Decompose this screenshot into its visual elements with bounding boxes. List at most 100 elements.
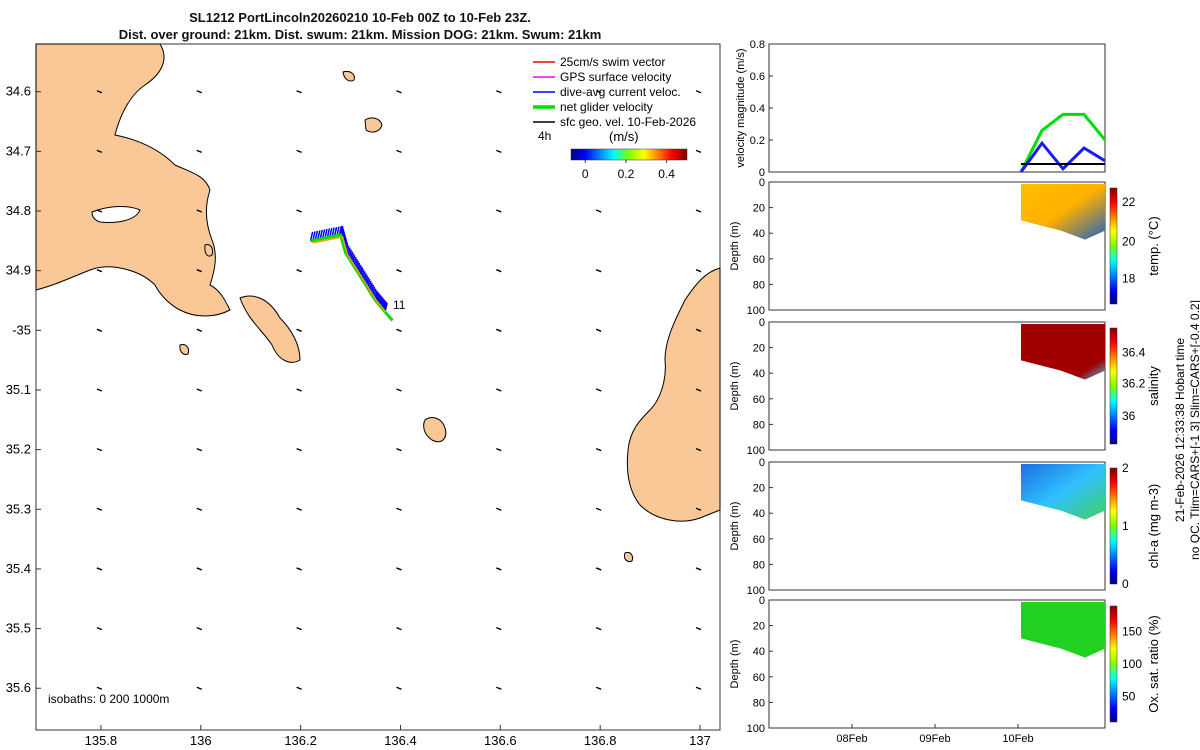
map-ytick-label: 35.2 [6, 442, 31, 457]
legend-label: sfc geo. vel. 10-Feb-2026 [560, 115, 696, 129]
geo-velocity-arrow [496, 149, 502, 154]
geo-velocity-arrow [96, 90, 103, 94]
map-ytick-label: -35 [12, 322, 31, 337]
geo-velocity-arrow [496, 567, 502, 571]
geo-velocity-arrow [595, 328, 602, 332]
geo-velocity-arrow [296, 686, 302, 690]
map-ytick-label: 35.3 [6, 501, 31, 516]
geo-velocity-arrow [595, 269, 602, 273]
map-ytick-label: 34.9 [6, 263, 31, 278]
island-5 [179, 344, 189, 355]
geo-velocity-arrow [595, 507, 602, 511]
geo-velocity-arrow [96, 447, 103, 452]
geo-velocity-arrow [695, 567, 702, 571]
geo-velocity-arrow [695, 209, 702, 213]
geo-velocity-arrow [695, 507, 702, 511]
geo-velocity-arrow [96, 626, 103, 631]
landmass-west [35, 43, 231, 317]
geo-velocity-arrow [396, 507, 402, 511]
geo-velocity-arrow [196, 507, 203, 511]
geo-velocity-arrow [396, 269, 402, 273]
legend-label: GPS surface velocity [560, 70, 671, 84]
geo-velocity-arrow [496, 269, 502, 273]
geo-velocity-arrow [595, 388, 602, 392]
map-xtick-label: 135.8 [85, 733, 118, 748]
geo-velocity-arrow [396, 328, 402, 332]
colorbar [570, 148, 688, 161]
legend-label: 25cm/s swim vector [560, 55, 665, 69]
geo-velocity-arrow [396, 149, 402, 154]
geo-velocity-arrow [396, 686, 402, 690]
geo-velocity-arrow [396, 567, 402, 571]
legend-label: dive-avg current veloc. [560, 85, 681, 99]
map-xtick-label: 136.4 [384, 733, 417, 748]
geo-velocity-arrow [96, 567, 103, 571]
geo-velocity-arrow [96, 507, 103, 511]
geo-velocity-arrow [96, 209, 103, 213]
map-ytick-label: 35.1 [6, 382, 31, 397]
geo-velocity-arrow [595, 626, 602, 631]
landmass-inlet [91, 206, 141, 223]
geo-velocity-arrow [595, 567, 602, 571]
island-7 [624, 552, 633, 562]
colorbar-tick-label: 0.4 [658, 167, 675, 181]
map-xtick-label: 137 [689, 733, 711, 748]
geo-velocity-arrow [196, 90, 203, 94]
geo-velocity-arrow [695, 328, 702, 332]
isobaths-label: isobaths: 0 200 1000m [48, 692, 169, 706]
geo-velocity-arrow [396, 626, 402, 631]
map-ytick-label: 34.6 [6, 84, 31, 99]
map-ytick-label: 34.8 [6, 203, 31, 218]
geo-velocity-arrow [96, 149, 103, 154]
geo-velocity-arrow [595, 447, 602, 452]
island-2 [423, 417, 447, 443]
map-xtick-label: 136.6 [484, 733, 517, 748]
colorbar-tick-label: 0.2 [618, 167, 635, 181]
geo-velocity-arrow [695, 388, 702, 392]
geo-velocity-arrow [196, 269, 203, 273]
geo-velocity-arrow [96, 328, 103, 332]
map-ytick-label: 35.6 [6, 680, 31, 695]
landmass-east [626, 267, 721, 522]
colorbar-ticks: 0 0.2 0.4 [582, 160, 675, 181]
colorbar-label: (m/s) [609, 129, 639, 144]
map-ytick-label: 35.5 [6, 621, 31, 636]
geo-velocity-arrow [296, 388, 302, 392]
geo-velocity-arrow [96, 388, 103, 392]
geo-velocity-arrow [695, 269, 702, 273]
geo-velocity-arrow [695, 447, 702, 452]
chart-title-line2: Dist. over ground: 21km. Dist. swum: 21k… [118, 27, 602, 42]
map-axis-ticks: 135.8 136 136.2 136.4 136.6 136.8 137 34.6 34.7 3… [6, 84, 711, 748]
geo-velocity-arrow [296, 328, 302, 332]
map-ytick-label: 35.4 [6, 561, 31, 576]
colorbar-tick-label: 0 [582, 167, 589, 181]
chart-title-line1: SL1212 PortLincoln20260210 10-Feb 00Z to… [189, 10, 531, 25]
geo-velocity-arrow [196, 567, 203, 571]
geo-velocity-arrow [396, 388, 402, 392]
geo-velocity-arrow [496, 328, 502, 332]
geo-velocity-arrow [496, 626, 502, 631]
track-end-arrow [384, 311, 394, 322]
track-point-label: 11 [393, 298, 406, 312]
geo-velocity-arrow [196, 686, 203, 690]
geo-velocity-arrow [296, 567, 302, 571]
geo-velocity-arrow [695, 686, 702, 690]
geo-velocity-arrow [396, 209, 402, 213]
geo-velocity-arrow [595, 209, 602, 213]
geo-velocity-arrow [496, 388, 502, 392]
island-3 [364, 117, 383, 133]
geo-velocity-arrow [496, 447, 502, 452]
legend-label: net glider velocity [560, 100, 653, 114]
geo-velocity-arrow [196, 209, 203, 213]
geo-velocity-arrow [595, 90, 602, 94]
geo-velocity-arrow [695, 149, 702, 154]
geo-velocity-arrow [496, 686, 502, 690]
track-colored-line [312, 236, 389, 315]
map-xtick-label: 136 [190, 733, 212, 748]
geo-velocity-arrow [496, 209, 502, 213]
geo-velocity-arrow [296, 269, 302, 273]
geo-velocity-arrow [595, 686, 602, 690]
geo-velocity-arrow [396, 447, 402, 452]
map-xtick-label: 136.2 [284, 733, 317, 748]
